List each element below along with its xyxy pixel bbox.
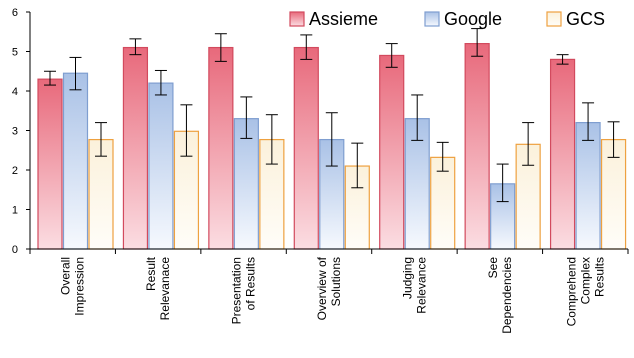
- bar-assieme-5: [379, 54, 405, 250]
- bar-assieme-6: [464, 42, 490, 250]
- error-bar-assieme-7: [556, 54, 569, 65]
- error-bar-assieme-5: [385, 43, 398, 68]
- x-category-label: OverallImpression: [59, 257, 87, 316]
- error-bar-google-1: [69, 56, 82, 91]
- error-bar-gcs-3: [265, 114, 278, 165]
- bar-assieme-2: [122, 46, 149, 250]
- y-tick-label: 0: [12, 244, 18, 256]
- error-bar-assieme-1: [44, 70, 56, 86]
- error-bar-gcs-4: [351, 142, 364, 189]
- legend-label: GCS: [566, 9, 605, 29]
- legend-item-assieme: Assieme: [289, 9, 378, 29]
- y-tick-label: 4: [12, 86, 18, 98]
- error-bar-gcs-6: [522, 122, 535, 166]
- x-category-label: SeeDependencies: [486, 257, 514, 334]
- y-tick-label: 2: [12, 165, 18, 177]
- legend-label: Assieme: [309, 9, 378, 29]
- error-bar-google-7: [582, 102, 595, 141]
- bars-layer: [37, 28, 627, 250]
- bar-assieme-4: [293, 46, 319, 250]
- axes-layer: 0 1 2 3 4 5 6 OverallImpression ResultRelevanace…: [12, 7, 629, 334]
- legend-item-google: Google: [424, 9, 502, 29]
- bar-assieme-7: [549, 58, 576, 250]
- error-bar-google-4: [325, 112, 338, 167]
- x-category-label: Overview ofSolutions: [315, 256, 343, 320]
- bar-google-1: [62, 72, 89, 250]
- error-bar-google-2: [154, 69, 167, 96]
- legend-swatch: [424, 11, 440, 27]
- error-bar-gcs-7: [607, 121, 620, 158]
- x-category-label: JudgingRelevance: [400, 257, 428, 314]
- x-category-label: ComprehendComplexResults: [564, 257, 606, 326]
- bar-assieme-3: [208, 46, 234, 250]
- y-tick-label: 5: [12, 47, 18, 59]
- error-bar-google-5: [411, 94, 424, 141]
- error-bar-google-3: [240, 96, 253, 139]
- y-tick-label: 3: [12, 126, 18, 138]
- y-tick-label: 6: [12, 7, 18, 19]
- error-bar-gcs-2: [180, 104, 193, 157]
- error-bar-gcs-5: [436, 141, 449, 172]
- error-bar-assieme-4: [300, 34, 313, 60]
- y-tick-label: 1: [12, 205, 18, 217]
- bar-google-2: [148, 82, 174, 250]
- legend: Assieme Google GCS: [289, 9, 605, 29]
- bar-google-7: [575, 121, 601, 250]
- error-bar-assieme-6: [471, 28, 484, 57]
- bar-gcs-5: [430, 156, 456, 250]
- error-bar-google-6: [496, 163, 509, 203]
- legend-swatch: [546, 11, 562, 27]
- legend-swatch: [289, 11, 305, 27]
- legend-item-gcs: GCS: [546, 9, 605, 29]
- error-bar-assieme-3: [214, 33, 227, 62]
- legend-label: Google: [444, 9, 502, 29]
- error-bar-assieme-2: [129, 38, 142, 56]
- bar-assieme-1: [37, 78, 63, 250]
- x-category-label: ResultRelevanace: [144, 256, 172, 320]
- error-bar-gcs-1: [95, 122, 107, 157]
- x-category-label: Presentationof Results: [230, 257, 258, 324]
